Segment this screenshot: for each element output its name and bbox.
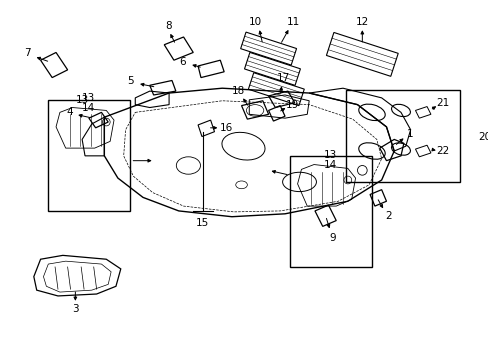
Text: 13: 13 — [82, 93, 95, 103]
Text: 1: 1 — [406, 129, 412, 139]
Text: 13: 13 — [323, 150, 336, 160]
Text: 13: 13 — [75, 95, 88, 105]
Text: 14: 14 — [82, 103, 95, 113]
Text: 7: 7 — [24, 49, 30, 58]
Text: 12: 12 — [355, 17, 368, 27]
Bar — [48, 100, 130, 211]
Text: 21: 21 — [435, 98, 448, 108]
Text: 14: 14 — [323, 159, 336, 170]
Bar — [289, 156, 371, 267]
Text: 4: 4 — [66, 107, 73, 117]
Text: 8: 8 — [164, 21, 171, 31]
Text: 5: 5 — [127, 76, 134, 86]
Text: 9: 9 — [328, 233, 335, 243]
Text: 20: 20 — [477, 131, 488, 141]
Bar — [345, 90, 459, 182]
Text: 22: 22 — [435, 146, 448, 156]
Text: 18: 18 — [231, 86, 245, 96]
Text: 11: 11 — [286, 17, 300, 27]
Text: 6: 6 — [179, 57, 185, 67]
Text: 2: 2 — [385, 211, 391, 221]
Text: 15: 15 — [196, 219, 209, 229]
Text: 19: 19 — [285, 100, 299, 110]
Text: 16: 16 — [219, 123, 232, 133]
Text: 10: 10 — [248, 17, 261, 27]
Text: 3: 3 — [72, 305, 79, 315]
Text: 17: 17 — [276, 73, 289, 82]
